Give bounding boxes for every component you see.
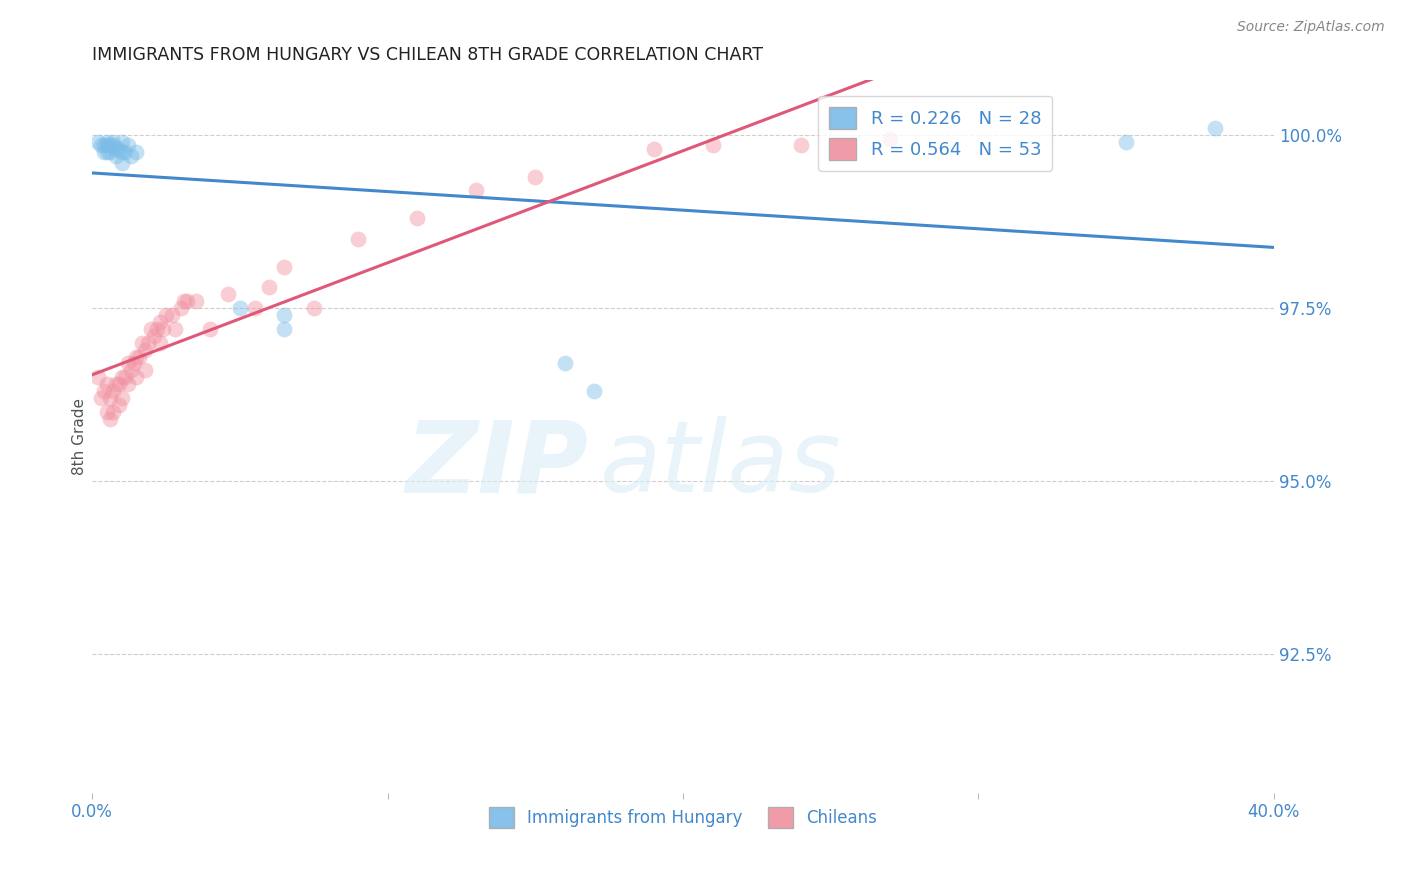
Point [98,391,121,405]
Point [111,370,134,384]
Point [554,356,576,370]
Point [524,169,547,184]
Point [302,301,325,315]
Point [273,260,295,274]
Point [583,384,606,399]
Point [243,301,266,315]
Point [176,294,198,309]
Point [134,343,156,357]
Point [149,315,172,329]
Point [90,391,112,405]
Point [790,138,813,153]
Point [134,363,156,377]
Point [104,149,127,163]
Point [120,149,142,163]
Point [131,335,153,350]
Point [117,377,139,392]
Point [90,138,112,153]
Point [184,294,207,309]
Point [114,370,136,384]
Point [107,142,129,156]
Text: IMMIGRANTS FROM HUNGARY VS CHILEAN 8TH GRADE CORRELATION CHART: IMMIGRANTS FROM HUNGARY VS CHILEAN 8TH G… [93,46,763,64]
Point [702,138,724,153]
Point [273,308,295,322]
Point [93,384,115,399]
Point [160,308,183,322]
Point [879,131,901,145]
Point [149,335,172,350]
Point [1115,135,1137,149]
Point [229,301,252,315]
Point [101,405,124,419]
Point [125,350,148,364]
Point [101,135,124,149]
Point [273,322,295,336]
Point [143,328,166,343]
Point [111,155,134,169]
Point [111,145,134,160]
Point [217,287,239,301]
Point [163,322,186,336]
Point [141,322,163,336]
Point [465,183,488,197]
Point [347,232,370,246]
Point [96,145,118,160]
Text: ZIP: ZIP [405,417,589,513]
Point [200,322,222,336]
Point [259,280,281,294]
Point [406,211,429,226]
Point [114,145,136,160]
Point [117,356,139,370]
Point [101,138,124,153]
Point [98,138,121,153]
Point [107,398,129,412]
Y-axis label: 8th Grade: 8th Grade [72,398,87,475]
Point [122,356,145,370]
Point [1204,121,1226,136]
Point [96,135,118,149]
Point [87,135,110,149]
Point [104,377,127,392]
Point [98,145,121,160]
Point [643,142,665,156]
Point [93,138,115,153]
Point [155,308,177,322]
Point [136,335,159,350]
Point [96,405,118,419]
Point [93,145,115,160]
Point [173,294,195,309]
Point [104,142,127,156]
Point [152,322,174,336]
Point [96,377,118,392]
Point [101,384,124,399]
Legend: Immigrants from Hungary, Chileans: Immigrants from Hungary, Chileans [482,800,884,834]
Point [146,322,169,336]
Point [170,301,193,315]
Point [128,350,150,364]
Text: atlas: atlas [600,417,842,513]
Point [111,135,134,149]
Point [117,138,139,153]
Point [87,370,110,384]
Text: Source: ZipAtlas.com: Source: ZipAtlas.com [1237,20,1385,34]
Point [120,363,142,377]
Point [125,370,148,384]
Point [111,391,134,405]
Point [125,145,148,160]
Point [96,138,118,153]
Point [107,377,129,392]
Point [98,412,121,426]
